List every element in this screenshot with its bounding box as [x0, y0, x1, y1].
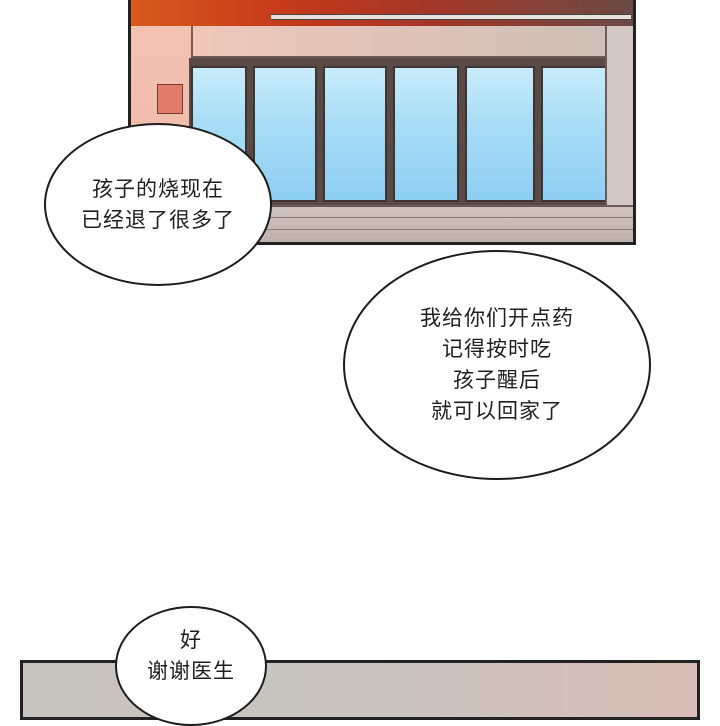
speech-bubble: 孩子的烧现在 已经退了很多了: [44, 123, 272, 286]
window-pane: [393, 66, 459, 202]
speech-bubble: 好 谢谢医生: [115, 606, 267, 726]
window-pane: [465, 66, 535, 202]
window-pane: [541, 66, 607, 202]
ceiling: [131, 0, 633, 26]
ceiling-rail: [271, 14, 631, 20]
bubble-text-line: 好: [180, 628, 202, 652]
window-pane: [323, 66, 387, 202]
bubble-text-line: 我给你们开点药: [420, 306, 574, 330]
right-wall: [605, 26, 633, 216]
bubble-text-line: 孩子醒后: [453, 368, 541, 392]
bubble-text-line: 就可以回家了: [431, 399, 563, 423]
speech-bubble: 我给你们开点药 记得按时吃 孩子醒后 就可以回家了: [343, 250, 651, 480]
bubble-text-line: 记得按时吃: [442, 337, 552, 361]
bubble-text-line: 谢谢医生: [147, 659, 235, 683]
soffit: [131, 26, 633, 58]
bubble-text-line: 孩子的烧现在: [92, 176, 224, 201]
wall-sign: [157, 84, 183, 114]
bubble-text-line: 已经退了很多了: [81, 207, 235, 232]
